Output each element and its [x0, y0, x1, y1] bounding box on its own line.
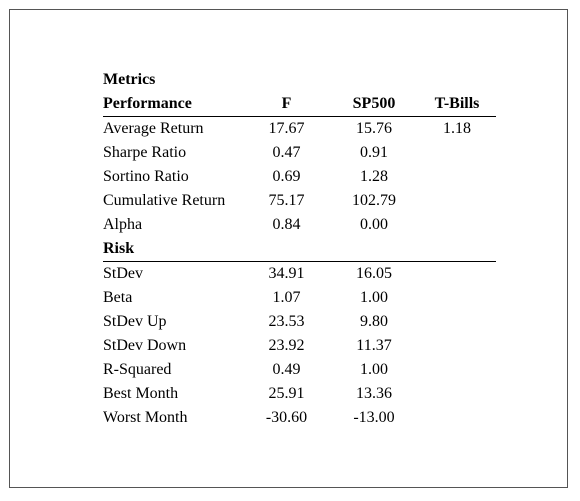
cell-f: 0.47	[272, 144, 301, 161]
cell-sp500: 1.00	[360, 289, 388, 306]
table-row: Sortino Ratio 0.69 1.28	[103, 165, 496, 189]
table-title: Metrics	[103, 71, 156, 88]
row-label: Alpha	[103, 216, 143, 233]
cell-f: 75.17	[268, 192, 305, 209]
row-label: Cumulative Return	[103, 192, 226, 209]
document-frame: Metrics Performance F SP500 T-Bills Aver…	[9, 9, 568, 488]
table-row: Alpha 0.84 0.00	[103, 213, 496, 237]
table-row: Sharpe Ratio 0.47 0.91	[103, 141, 496, 165]
cell-f: 0.49	[272, 361, 301, 378]
row-label: Best Month	[103, 385, 179, 402]
cell-f: 23.53	[268, 313, 305, 330]
cell-sp500: 13.36	[356, 385, 392, 402]
cell-sp500: 0.00	[360, 216, 388, 233]
cell-sp500: 102.79	[352, 192, 396, 209]
risk-heading: Risk	[103, 240, 135, 257]
row-label: Worst Month	[103, 409, 188, 426]
cell-sp500: 1.28	[360, 168, 388, 185]
cell-f: -30.60	[265, 409, 308, 426]
cell-sp500: 1.00	[360, 361, 388, 378]
row-label: StDev Down	[103, 337, 187, 354]
performance-header-row: Performance F SP500 T-Bills	[103, 92, 496, 117]
cell-f: 34.91	[268, 265, 305, 282]
column-header-tbills: T-Bills	[434, 95, 480, 112]
title-row: Metrics	[103, 68, 496, 92]
cell-sp500: 11.37	[356, 337, 392, 354]
row-label: Sharpe Ratio	[103, 144, 187, 161]
table-row: Worst Month -30.60 -13.00	[103, 406, 496, 430]
table-row: Best Month 25.91 13.36	[103, 382, 496, 406]
row-label: Sortino Ratio	[103, 168, 189, 185]
cell-f: 0.84	[272, 216, 301, 233]
cell-f: 25.91	[268, 385, 305, 402]
table-row: Beta 1.07 1.00	[103, 286, 496, 310]
table-row: Cumulative Return 75.17 102.79	[103, 189, 496, 213]
performance-heading: Performance	[103, 95, 192, 112]
cell-tbills: 1.18	[443, 120, 471, 137]
cell-f: 17.67	[268, 120, 305, 137]
cell-sp500: 9.80	[360, 313, 388, 330]
table-row: StDev Down 23.92 11.37	[103, 334, 496, 358]
risk-header-row: Risk	[103, 237, 496, 262]
row-label: Beta	[103, 289, 133, 306]
cell-sp500: 15.76	[356, 120, 392, 137]
column-header-sp500: SP500	[352, 95, 396, 112]
row-label: R-Squared	[103, 361, 172, 378]
table-row: R-Squared 0.49 1.00	[103, 358, 496, 382]
cell-f: 1.07	[272, 289, 301, 306]
table-row: StDev Up 23.53 9.80	[103, 310, 496, 334]
column-header-f: F	[281, 95, 292, 112]
metrics-table: Metrics Performance F SP500 T-Bills Aver…	[103, 68, 496, 430]
cell-sp500: 16.05	[356, 265, 392, 282]
cell-f: 23.92	[268, 337, 305, 354]
cell-sp500: -13.00	[353, 409, 395, 426]
table-row: Average Return 17.67 15.76 1.18	[103, 117, 496, 141]
row-label: StDev Up	[103, 313, 167, 330]
cell-f: 0.69	[272, 168, 301, 185]
table-row: StDev 34.91 16.05	[103, 262, 496, 286]
cell-sp500: 0.91	[360, 144, 388, 161]
row-label: StDev	[103, 265, 143, 282]
row-label: Average Return	[103, 120, 204, 137]
